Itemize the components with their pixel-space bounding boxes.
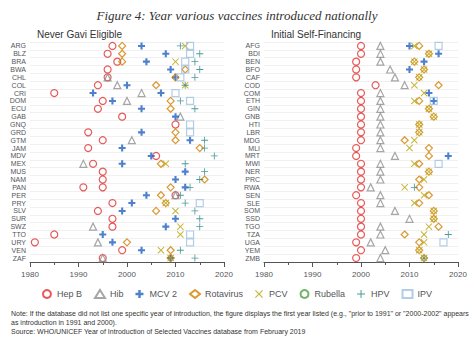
svg-text:1980: 1980 bbox=[21, 270, 39, 279]
svg-text:Note: If the database did not: Note: If the database did not list one s… bbox=[11, 310, 471, 318]
svg-text:NER: NER bbox=[245, 168, 260, 175]
svg-text:PAN: PAN bbox=[12, 184, 26, 191]
svg-text:Rubella: Rubella bbox=[315, 289, 346, 299]
svg-text:MDG: MDG bbox=[244, 137, 260, 144]
svg-text:ETH: ETH bbox=[246, 97, 260, 104]
svg-text:2010: 2010 bbox=[401, 270, 419, 279]
svg-text:PCV: PCV bbox=[269, 289, 288, 299]
svg-text:Hep B: Hep B bbox=[57, 289, 82, 299]
svg-text:MRT: MRT bbox=[245, 152, 261, 159]
svg-text:CAF: CAF bbox=[246, 74, 260, 81]
svg-text:MLI: MLI bbox=[248, 145, 260, 152]
svg-text:TGO: TGO bbox=[245, 223, 261, 230]
svg-text:URY: URY bbox=[11, 239, 26, 246]
svg-text:BEN: BEN bbox=[246, 58, 260, 65]
svg-text:BFO: BFO bbox=[246, 66, 261, 73]
svg-text:SSD: SSD bbox=[246, 215, 260, 222]
svg-text:CHL: CHL bbox=[12, 74, 26, 81]
svg-text:RWA: RWA bbox=[244, 184, 260, 191]
svg-text:Never Gavi Eligible: Never Gavi Eligible bbox=[37, 29, 122, 40]
svg-text:2020: 2020 bbox=[449, 270, 467, 279]
svg-text:1990: 1990 bbox=[70, 270, 88, 279]
svg-text:GAB: GAB bbox=[11, 113, 26, 120]
svg-text:NAM: NAM bbox=[10, 176, 26, 183]
svg-text:MDV: MDV bbox=[10, 152, 26, 159]
svg-text:GNQ: GNQ bbox=[10, 121, 27, 129]
svg-text:ZMB: ZMB bbox=[245, 255, 260, 262]
svg-text:Initial Self-Financing: Initial Self-Financing bbox=[271, 29, 361, 40]
svg-text:PRY: PRY bbox=[12, 200, 27, 207]
svg-text:Hib: Hib bbox=[110, 289, 124, 299]
svg-text:BDI: BDI bbox=[248, 50, 260, 57]
svg-text:SUR: SUR bbox=[11, 215, 26, 222]
svg-text:PRC: PRC bbox=[245, 176, 260, 183]
svg-text:SWZ: SWZ bbox=[10, 223, 26, 230]
svg-text:IPV: IPV bbox=[418, 289, 433, 299]
svg-text:BLZ: BLZ bbox=[13, 50, 27, 57]
svg-text:PER: PER bbox=[12, 192, 26, 199]
svg-text:LBR: LBR bbox=[246, 129, 260, 136]
svg-text:HTI: HTI bbox=[249, 121, 260, 128]
svg-text:2010: 2010 bbox=[167, 270, 185, 279]
svg-text:CRI: CRI bbox=[14, 90, 26, 97]
svg-text:GRD: GRD bbox=[10, 129, 26, 136]
svg-text:ZAF: ZAF bbox=[13, 255, 26, 262]
svg-text:MWI: MWI bbox=[246, 160, 260, 167]
svg-text:VEN: VEN bbox=[12, 247, 26, 254]
svg-text:MUS: MUS bbox=[10, 168, 26, 175]
svg-text:1980: 1980 bbox=[255, 270, 273, 279]
svg-text:DOM: DOM bbox=[10, 97, 27, 104]
svg-text:2020: 2020 bbox=[215, 270, 233, 279]
svg-text:YEM: YEM bbox=[245, 247, 260, 254]
svg-text:SOM: SOM bbox=[244, 207, 260, 214]
svg-text:TTO: TTO bbox=[12, 231, 26, 238]
svg-text:COL: COL bbox=[12, 82, 27, 89]
svg-text:SLE: SLE bbox=[247, 200, 261, 207]
svg-text:1990: 1990 bbox=[304, 270, 322, 279]
svg-text:MCV 2: MCV 2 bbox=[149, 289, 177, 299]
svg-text:SLV: SLV bbox=[13, 207, 26, 214]
svg-text:2000: 2000 bbox=[118, 270, 136, 279]
svg-text:Rotavirus: Rotavirus bbox=[205, 289, 244, 299]
svg-text:MEX: MEX bbox=[11, 160, 27, 167]
svg-text:GTM: GTM bbox=[10, 137, 26, 144]
svg-text:BWA: BWA bbox=[10, 66, 26, 73]
svg-text:GNB: GNB bbox=[245, 113, 261, 120]
svg-text:SEN: SEN bbox=[246, 192, 260, 199]
svg-text:HPV: HPV bbox=[371, 289, 390, 299]
svg-text:COD: COD bbox=[244, 82, 260, 89]
svg-text:Source: WHO/UNICEF Year of Int: Source: WHO/UNICEF Year of Introduction … bbox=[11, 328, 306, 336]
svg-text:TZA: TZA bbox=[247, 231, 261, 238]
svg-text:GIN: GIN bbox=[248, 105, 260, 112]
svg-text:Figure 4: Year various vaccine: Figure 4: Year various vaccines introduc… bbox=[96, 8, 378, 23]
svg-text:COM: COM bbox=[244, 90, 261, 97]
svg-text:AFG: AFG bbox=[246, 42, 260, 49]
svg-text:ECU: ECU bbox=[11, 105, 26, 112]
svg-text:BRA: BRA bbox=[12, 58, 27, 65]
svg-text:UGA: UGA bbox=[245, 239, 261, 246]
svg-text:JAM: JAM bbox=[12, 145, 26, 152]
svg-text:as introduction in 1991 and 20: as introduction in 1991 and 2000). bbox=[11, 319, 117, 327]
svg-text:2000: 2000 bbox=[352, 270, 370, 279]
svg-text:ARG: ARG bbox=[11, 42, 26, 49]
